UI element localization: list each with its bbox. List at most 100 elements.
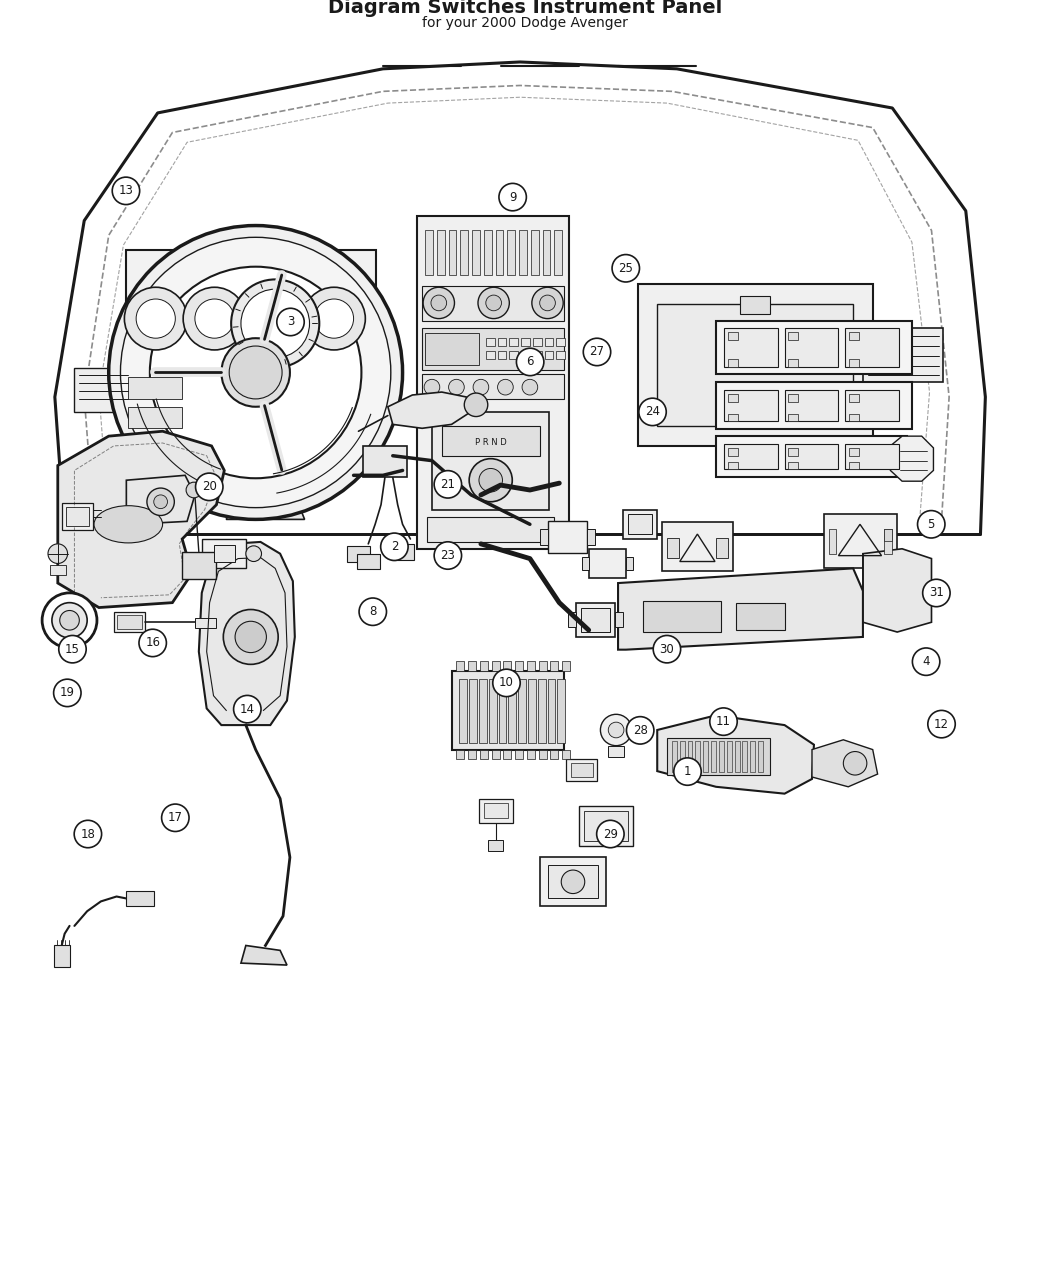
Bar xyxy=(545,351,553,358)
Bar xyxy=(532,338,542,346)
Circle shape xyxy=(59,635,86,663)
Polygon shape xyxy=(240,946,287,965)
Bar xyxy=(789,358,798,367)
Bar xyxy=(391,544,415,560)
Bar xyxy=(507,231,516,274)
Bar xyxy=(789,462,798,469)
Bar xyxy=(571,764,592,776)
Bar xyxy=(128,377,183,399)
Circle shape xyxy=(51,603,87,638)
Bar xyxy=(432,412,549,510)
Circle shape xyxy=(638,398,667,426)
Bar xyxy=(54,946,69,966)
Bar xyxy=(711,741,716,773)
Circle shape xyxy=(60,611,80,630)
Circle shape xyxy=(233,695,261,723)
Bar xyxy=(742,741,748,773)
Bar xyxy=(723,390,778,422)
Bar xyxy=(845,444,899,469)
Bar xyxy=(357,553,380,570)
Bar xyxy=(679,741,685,773)
Bar xyxy=(728,448,737,455)
Bar xyxy=(124,367,187,460)
Bar xyxy=(486,351,495,358)
Circle shape xyxy=(121,237,391,507)
Bar xyxy=(62,502,93,530)
Bar xyxy=(491,662,500,671)
Circle shape xyxy=(674,757,701,785)
Bar xyxy=(516,662,523,671)
Bar xyxy=(509,338,518,346)
Circle shape xyxy=(499,184,526,210)
Text: 25: 25 xyxy=(618,261,633,275)
Text: 28: 28 xyxy=(633,724,648,737)
Circle shape xyxy=(424,380,440,395)
Bar xyxy=(468,750,476,760)
Bar xyxy=(719,741,723,773)
Polygon shape xyxy=(890,436,933,481)
Text: 24: 24 xyxy=(645,405,660,418)
Bar xyxy=(784,444,839,469)
Circle shape xyxy=(843,751,867,775)
Bar xyxy=(582,557,589,570)
Bar xyxy=(849,394,859,402)
Polygon shape xyxy=(226,484,304,519)
Circle shape xyxy=(540,295,555,311)
Bar xyxy=(695,741,700,773)
Bar xyxy=(126,250,376,402)
Bar xyxy=(540,529,547,544)
Bar xyxy=(728,462,737,469)
Bar xyxy=(584,811,628,840)
Bar xyxy=(824,515,897,569)
Circle shape xyxy=(584,338,611,366)
Circle shape xyxy=(478,287,509,319)
Circle shape xyxy=(195,300,234,338)
Bar xyxy=(363,446,407,477)
Bar xyxy=(626,557,633,570)
Text: 21: 21 xyxy=(440,478,456,491)
Bar xyxy=(75,367,133,412)
Text: 3: 3 xyxy=(287,315,294,329)
Bar xyxy=(202,539,246,569)
Circle shape xyxy=(498,380,513,395)
Bar xyxy=(688,741,693,773)
Bar xyxy=(516,750,523,760)
Bar xyxy=(539,750,547,760)
Bar xyxy=(508,680,517,743)
Circle shape xyxy=(430,295,446,311)
Bar xyxy=(538,680,546,743)
Bar xyxy=(527,662,534,671)
Bar xyxy=(113,612,145,632)
Circle shape xyxy=(612,255,639,282)
Bar xyxy=(498,338,506,346)
Bar xyxy=(789,394,798,402)
Circle shape xyxy=(139,630,166,657)
Circle shape xyxy=(601,714,632,746)
Bar xyxy=(65,506,89,527)
Bar xyxy=(425,231,433,274)
Bar xyxy=(521,351,530,358)
Bar xyxy=(531,231,539,274)
Polygon shape xyxy=(618,569,863,650)
Text: 19: 19 xyxy=(60,686,75,700)
Bar xyxy=(50,565,65,575)
Circle shape xyxy=(224,609,278,664)
Circle shape xyxy=(448,380,464,395)
Bar xyxy=(727,741,732,773)
Circle shape xyxy=(277,309,304,335)
Bar xyxy=(488,840,503,852)
Bar xyxy=(849,413,859,422)
Circle shape xyxy=(147,488,174,515)
Bar xyxy=(540,857,606,907)
Text: 27: 27 xyxy=(589,346,605,358)
Bar xyxy=(566,760,597,780)
Bar xyxy=(486,338,495,346)
Bar xyxy=(498,351,506,358)
Bar xyxy=(704,741,708,773)
Circle shape xyxy=(231,279,319,367)
Bar xyxy=(550,750,559,760)
Bar xyxy=(849,358,859,367)
Bar xyxy=(422,329,564,370)
Bar xyxy=(845,329,899,367)
Bar xyxy=(195,618,216,629)
